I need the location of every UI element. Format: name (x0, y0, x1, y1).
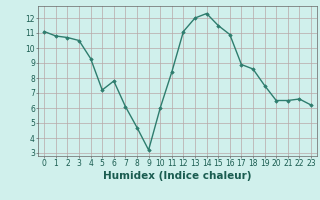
X-axis label: Humidex (Indice chaleur): Humidex (Indice chaleur) (103, 171, 252, 181)
